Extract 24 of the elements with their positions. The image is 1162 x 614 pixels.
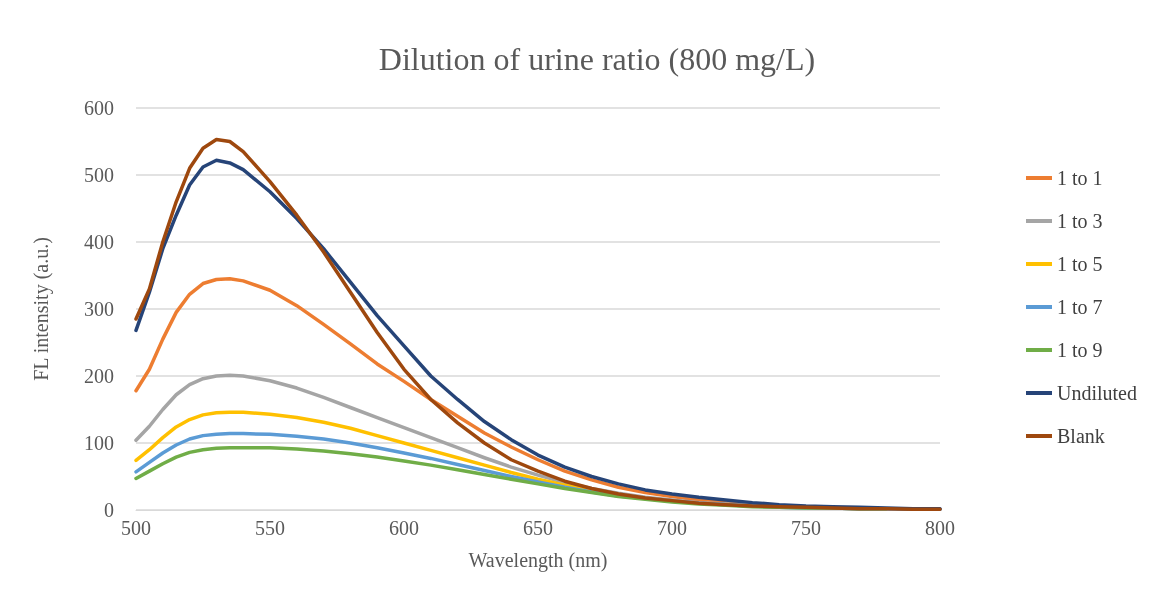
x-tick-label: 650: [523, 517, 553, 539]
legend-label: 1 to 9: [1057, 339, 1103, 361]
legend-label: 1 to 3: [1057, 210, 1103, 232]
x-tick-label: 550: [255, 517, 285, 539]
x-tick-label: 500: [121, 517, 151, 539]
x-tick-label: 800: [925, 517, 955, 539]
x-axis-title: Wavelength (nm): [468, 549, 608, 572]
legend-label: Undiluted: [1057, 382, 1138, 404]
chart-title: Dilution of urine ratio (800 mg/L): [378, 41, 816, 77]
legend-label: 1 to 5: [1057, 253, 1103, 275]
x-tick-label: 700: [657, 517, 687, 539]
y-tick-label: 600: [84, 97, 114, 119]
y-tick-label: 400: [84, 231, 114, 253]
y-axis-title: FL intensity (a.u.): [30, 237, 53, 381]
legend-label: Blank: [1057, 425, 1105, 447]
x-tick-label: 750: [791, 517, 821, 539]
y-tick-label: 0: [104, 499, 114, 521]
y-tick-label: 100: [84, 432, 114, 454]
x-tick-label: 600: [389, 517, 419, 539]
y-tick-label: 500: [84, 164, 114, 186]
legend-label: 1 to 1: [1057, 167, 1103, 189]
legend-label: 1 to 7: [1057, 296, 1103, 318]
y-tick-label: 200: [84, 365, 114, 387]
y-tick-label: 300: [84, 298, 114, 320]
